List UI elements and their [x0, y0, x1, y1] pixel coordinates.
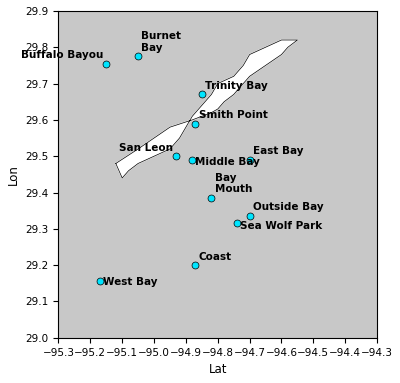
Text: Buffalo Bayou: Buffalo Bayou: [21, 50, 103, 60]
Text: Burnet
Bay: Burnet Bay: [141, 31, 181, 53]
Text: Bay
Mouth: Bay Mouth: [214, 173, 252, 194]
Polygon shape: [116, 40, 298, 178]
Text: East Bay: East Bay: [253, 146, 303, 156]
Text: San Leon: San Leon: [119, 142, 173, 152]
Text: Sea Wolf Park: Sea Wolf Park: [240, 221, 322, 231]
Text: Coast: Coast: [199, 252, 232, 262]
Y-axis label: Lon: Lon: [7, 164, 20, 185]
X-axis label: Lat: Lat: [208, 363, 227, 376]
Text: West Bay: West Bay: [103, 277, 158, 287]
Text: Outside Bay: Outside Bay: [253, 203, 324, 213]
Text: Smith Point: Smith Point: [199, 110, 268, 120]
Text: Trinity Bay: Trinity Bay: [205, 81, 268, 91]
Text: Middle Bay: Middle Bay: [196, 157, 260, 167]
